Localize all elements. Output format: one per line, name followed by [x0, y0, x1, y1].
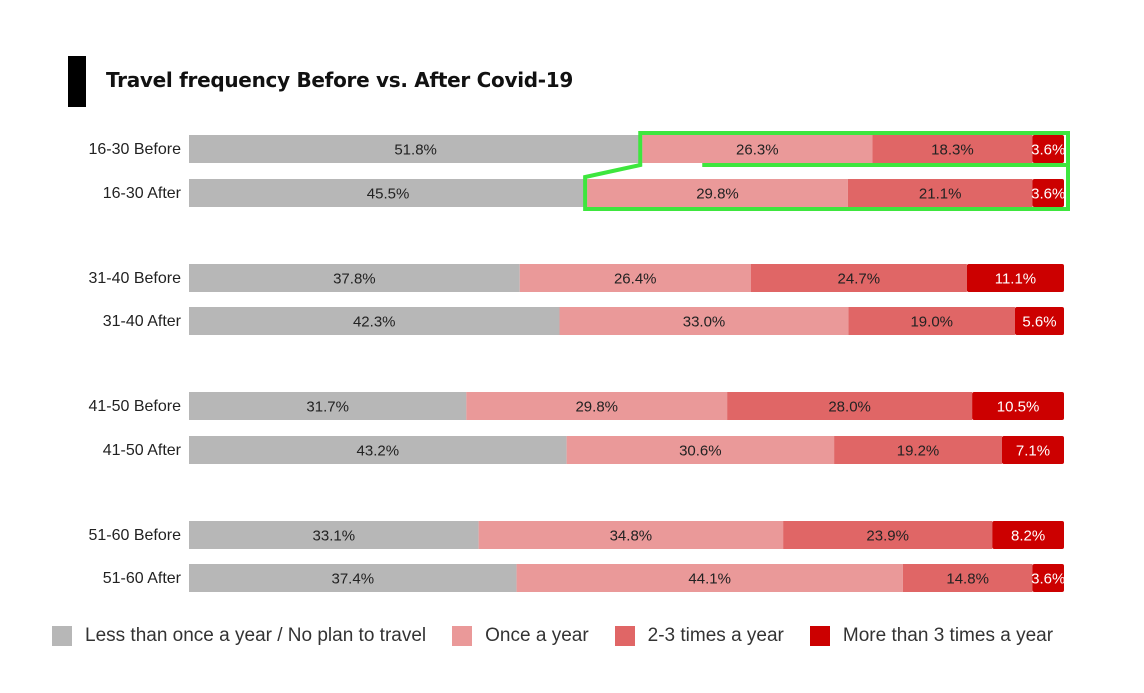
bar-51-60-before-less-than-once [189, 521, 479, 549]
bar-51-60-after-two-three [902, 564, 1033, 592]
bar-16-30-after-two-three [847, 179, 1033, 207]
legend-item-two-three: 2-3 times a year [614, 625, 784, 647]
bar-31-40-after-two-three [848, 307, 1015, 335]
bar-label-31-40-before-less-than-once: 37.8% [333, 271, 376, 288]
bar-16-30-after-once [587, 179, 848, 207]
chart-title: Travel frequency Before vs. After Covid-… [106, 68, 574, 92]
bar-label-51-60-before-once: 34.8% [610, 528, 653, 545]
title-accent-bar [68, 56, 86, 107]
bar-label-31-40-after-less-than-once: 42.3% [353, 314, 396, 331]
bar-label-16-30-before-once: 26.3% [736, 142, 779, 159]
bar-16-30-before-once [642, 135, 873, 163]
bar-51-60-after-more-than-three [1032, 564, 1064, 592]
bar-51-60-before-two-three [783, 521, 993, 549]
bar-41-50-after-more-than-three [1001, 436, 1064, 464]
bar-label-51-60-before-more-than-three: 8.2% [1011, 528, 1045, 545]
highlight-outline [583, 131, 1070, 211]
legend-swatch-less-than-once [52, 626, 72, 646]
legend-item-once: Once a year [452, 625, 589, 647]
bar-label-16-30-before-less-than-once: 51.8% [394, 142, 437, 159]
bar-label-31-40-after-two-three: 19.0% [910, 314, 953, 331]
legend-label-once: Once a year [485, 625, 589, 646]
bar-label-51-60-before-two-three: 23.9% [866, 528, 909, 545]
row-label-51-60-before: 51-60 Before [88, 527, 181, 544]
legend-swatch-once [452, 626, 473, 646]
legend-item-less-than-once: Less than once a year / No plan to trave… [52, 625, 426, 647]
legend: Less than once a year / No plan to trave… [52, 625, 1053, 647]
bar-label-16-30-before-more-than-three: 3.6% [1031, 142, 1065, 159]
bar-label-41-50-after-two-three: 19.2% [897, 443, 940, 460]
bar-16-30-before-two-three [872, 135, 1033, 163]
bar-51-60-after-less-than-once [189, 564, 517, 592]
row-label-16-30-after: 16-30 After [103, 185, 182, 202]
bar-label-41-50-before-less-than-once: 31.7% [306, 399, 349, 416]
bar-label-16-30-after-less-than-once: 45.5% [367, 186, 410, 203]
bar-label-31-40-after-once: 33.0% [683, 314, 726, 331]
bar-41-50-after-two-three [834, 436, 1002, 464]
bar-16-30-before-more-than-three [1032, 135, 1064, 163]
bar-label-41-50-after-less-than-once: 43.2% [357, 443, 400, 460]
bar-label-41-50-after-more-than-three: 7.1% [1016, 443, 1050, 460]
bar-41-50-before-less-than-once [189, 392, 467, 420]
stacked-bar-chart: 16-30 Before 51.8% 26.3% 18.3% 3.6% 16-30 Aft… [88, 131, 1070, 592]
row-label-41-50-after: 41-50 After [103, 442, 182, 459]
bar-label-51-60-after-once: 44.1% [688, 571, 731, 588]
bar-41-50-before-two-three [727, 392, 973, 420]
bar-label-31-40-before-two-three: 24.7% [838, 271, 881, 288]
legend-swatch-more-than-three [809, 626, 830, 646]
bar-label-31-40-after-more-than-three: 5.6% [1022, 314, 1056, 331]
bar-label-41-50-before-more-than-three: 10.5% [997, 399, 1040, 416]
bar-label-51-60-before-less-than-once: 33.1% [313, 528, 356, 545]
bar-label-51-60-after-less-than-once: 37.4% [332, 571, 375, 588]
row-label-51-60-after: 51-60 After [103, 570, 182, 587]
row-label-16-30-before: 16-30 Before [88, 141, 181, 158]
row-label-31-40-after: 31-40 After [103, 313, 182, 330]
bar-51-60-after-once [516, 564, 903, 592]
bar-31-40-after-more-than-three [1014, 307, 1064, 335]
bar-label-41-50-before-once: 29.8% [575, 399, 618, 416]
bar-label-16-30-after-two-three: 21.1% [919, 186, 962, 203]
bar-41-50-after-once [566, 436, 835, 464]
legend-label-two-three: 2-3 times a year [647, 625, 784, 646]
bar-31-40-after-once [559, 307, 849, 335]
legend-item-more-than-three: More than 3 times a year [809, 625, 1054, 647]
bar-51-60-before-more-than-three [992, 521, 1064, 549]
bar-31-40-before-less-than-once [189, 264, 520, 292]
row-label-41-50-before: 41-50 Before [88, 398, 181, 415]
bar-31-40-before-two-three [750, 264, 967, 292]
bar-16-30-before-less-than-once [189, 135, 643, 163]
bar-label-31-40-before-more-than-three: 11.1% [995, 271, 1036, 288]
bar-41-50-after-less-than-once [189, 436, 567, 464]
bar-31-40-after-less-than-once [189, 307, 560, 335]
bar-label-16-30-after-more-than-three: 3.6% [1031, 186, 1065, 203]
bar-41-50-before-more-than-three [972, 392, 1064, 420]
bar-label-31-40-before-once: 26.4% [614, 271, 657, 288]
bar-label-16-30-before-two-three: 18.3% [931, 142, 974, 159]
bar-51-60-before-once [478, 521, 784, 549]
bar-label-51-60-after-more-than-three: 3.6% [1031, 571, 1065, 588]
bar-16-30-after-more-than-three [1032, 179, 1064, 207]
legend-label-more-than-three: More than 3 times a year [842, 625, 1054, 646]
bar-41-50-before-once [466, 392, 728, 420]
bar-16-30-after-less-than-once [189, 179, 588, 207]
bar-label-51-60-after-two-three: 14.8% [946, 571, 989, 588]
row-label-31-40-before: 31-40 Before [88, 270, 181, 287]
bar-label-41-50-after-once: 30.6% [679, 443, 722, 460]
bar-31-40-before-once [519, 264, 751, 292]
bar-label-16-30-after-once: 29.8% [696, 186, 739, 203]
bar-label-41-50-before-two-three: 28.0% [828, 399, 871, 416]
bar-31-40-before-more-than-three [966, 264, 1064, 292]
legend-label-less-than-once: Less than once a year / No plan to trave… [85, 625, 427, 646]
legend-swatch-two-three [614, 626, 635, 646]
